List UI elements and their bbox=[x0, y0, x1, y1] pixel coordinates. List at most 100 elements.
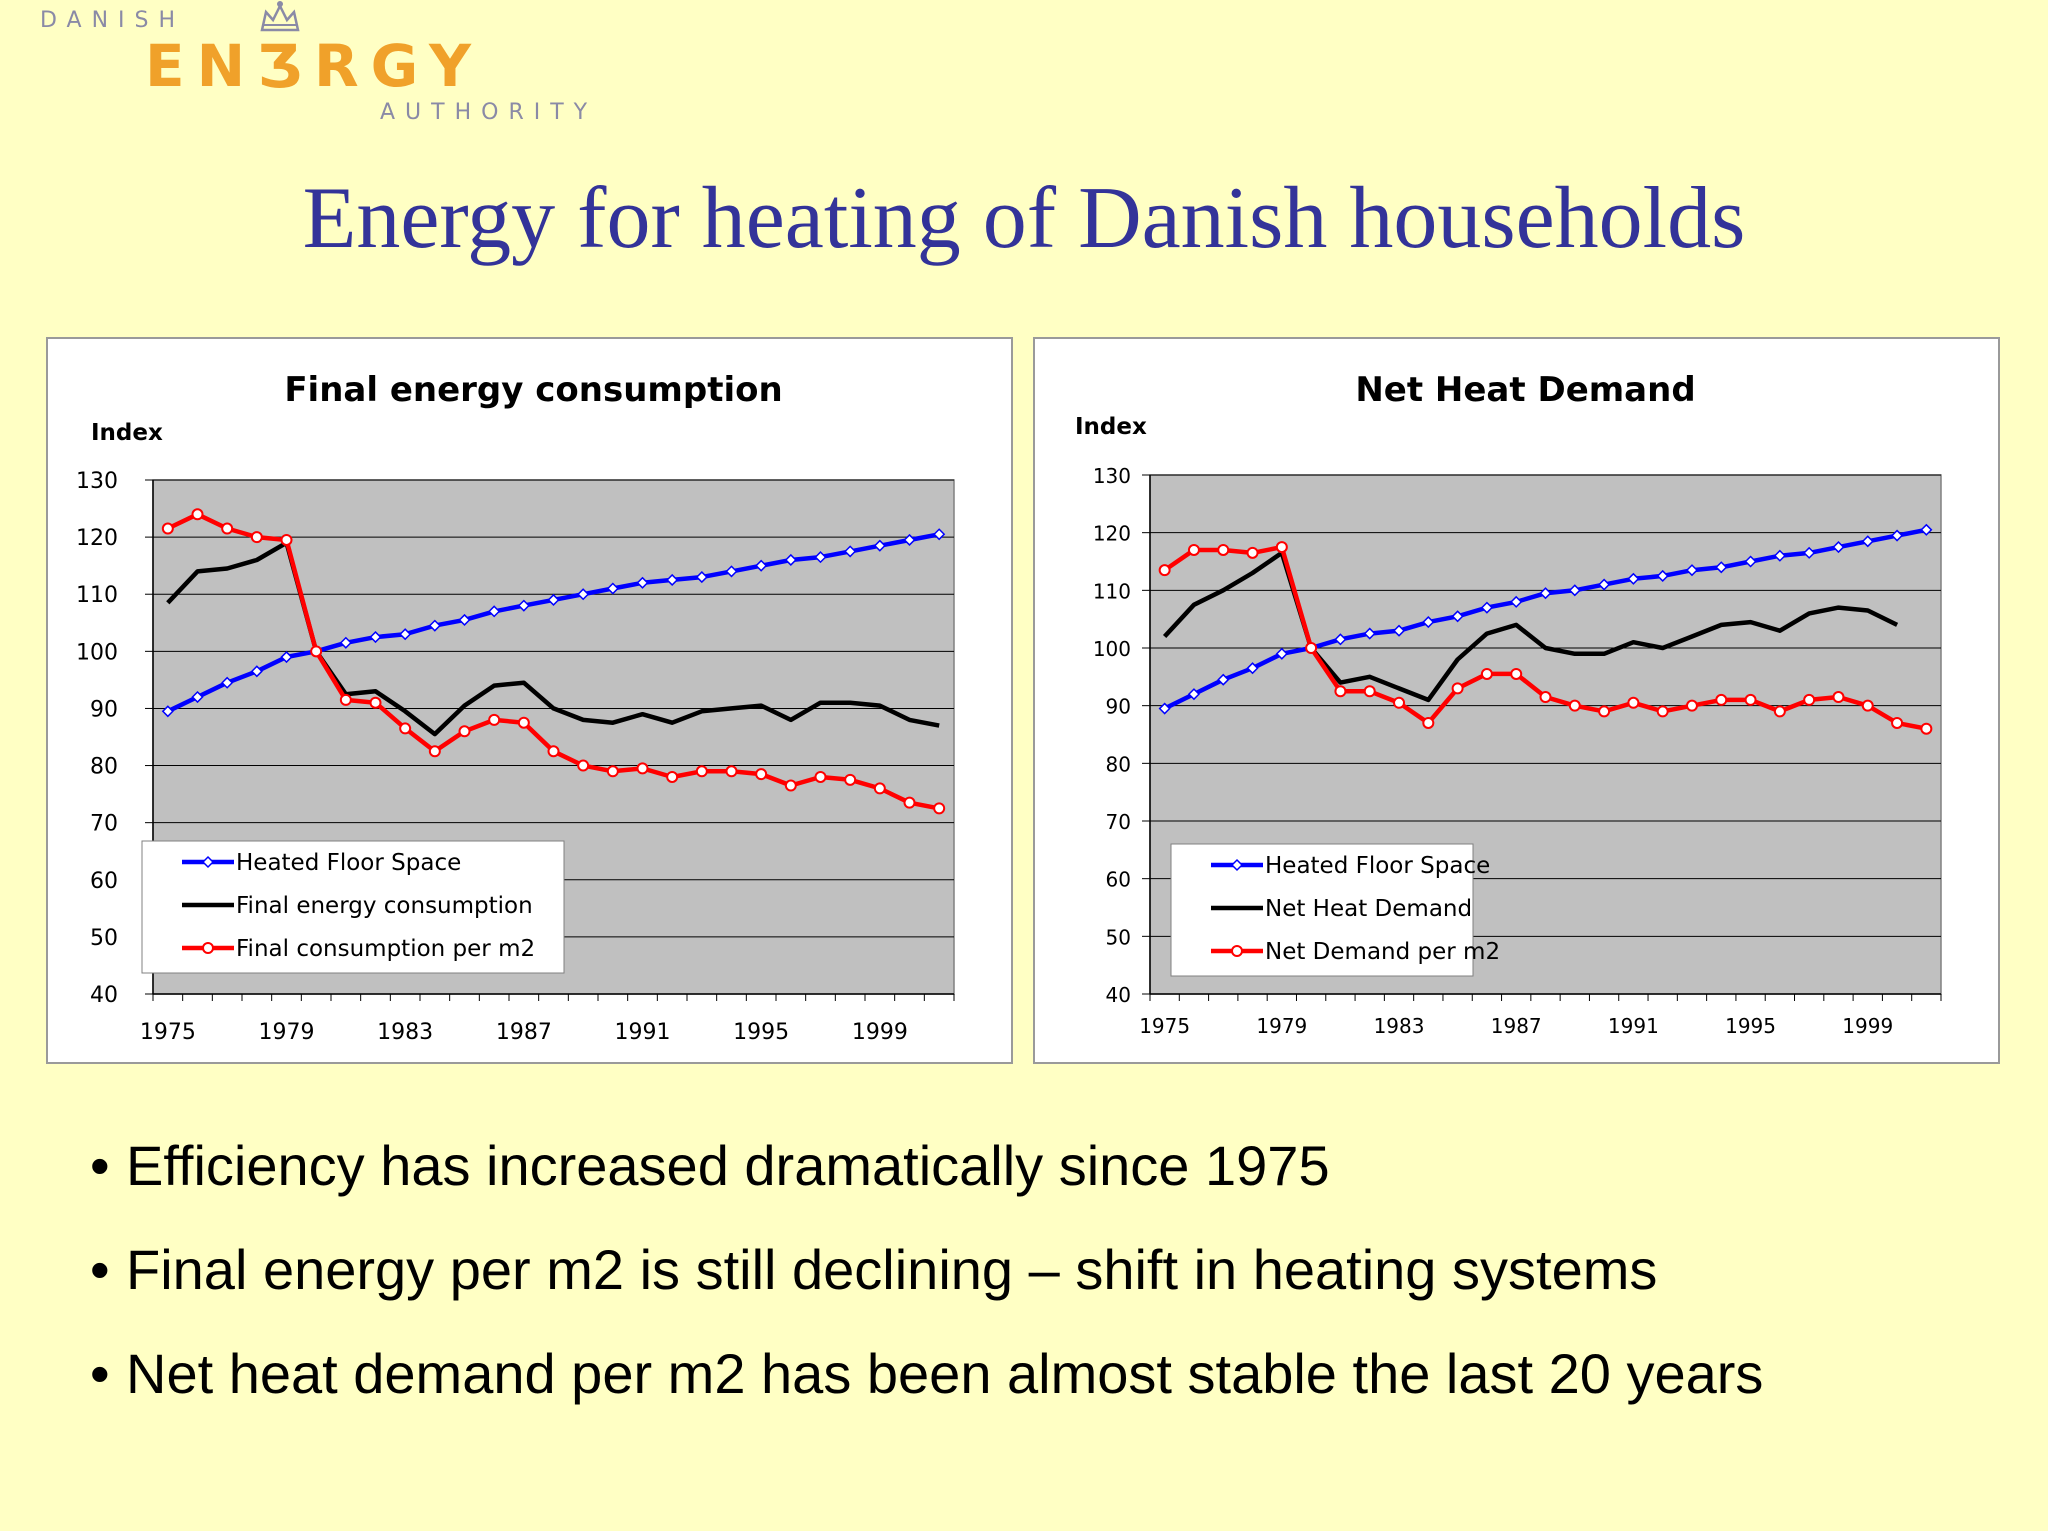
x-tick-label: 1999 bbox=[1842, 1014, 1893, 1038]
data-point-final-consumption-per-m2 bbox=[161, 522, 174, 535]
data-point-net-demand-per-m2 bbox=[1568, 699, 1581, 712]
y-tick-label: 80 bbox=[90, 755, 118, 780]
data-point-final-consumption-per-m2 bbox=[933, 802, 946, 815]
data-point-heated-floor-space bbox=[1685, 564, 1699, 577]
data-point-final-consumption-per-m2 bbox=[399, 722, 412, 735]
data-point-final-consumption-per-m2 bbox=[280, 533, 293, 546]
data-point-final-consumption-per-m2 bbox=[369, 696, 382, 709]
slide-title: Energy for heating of Danish households bbox=[302, 170, 1746, 267]
data-point-net-demand-per-m2 bbox=[1539, 691, 1552, 704]
data-point-heated-floor-space bbox=[933, 528, 946, 541]
data-point-net-demand-per-m2 bbox=[1598, 705, 1611, 718]
data-point-final-consumption-per-m2 bbox=[547, 745, 560, 758]
data-point-final-consumption-per-m2 bbox=[339, 693, 352, 706]
data-point-heated-floor-space bbox=[1334, 633, 1347, 646]
data-point-heated-floor-space bbox=[1275, 647, 1288, 660]
y-tick-label: 110 bbox=[1093, 579, 1131, 603]
chart-final-energy-consumption: Final energy consumption Index 40 50 60 70 80 9… bbox=[46, 337, 1013, 1064]
x-tick-label: 1995 bbox=[1725, 1014, 1776, 1038]
data-point-heated-floor-space bbox=[161, 705, 174, 718]
data-point-final-consumption-per-m2 bbox=[814, 770, 827, 783]
data-point-final-consumption-per-m2 bbox=[844, 773, 857, 786]
legend-label-final-consumption-per-m2: Final consumption per m2 bbox=[236, 936, 535, 962]
data-point-heated-floor-space bbox=[1598, 578, 1611, 591]
y-tick-label: 40 bbox=[90, 983, 118, 1008]
data-point-net-demand-per-m2 bbox=[1393, 696, 1406, 709]
data-point-heated-floor-space bbox=[606, 582, 619, 595]
x-tick-label: 1979 bbox=[1256, 1014, 1307, 1038]
legend-label-net-demand-per-m2: Net Demand per m2 bbox=[1265, 939, 1500, 965]
data-point-heated-floor-space bbox=[1392, 624, 1406, 637]
data-point-heated-floor-space bbox=[577, 588, 590, 601]
data-point-heated-floor-space bbox=[1451, 610, 1464, 623]
data-point-heated-floor-space bbox=[844, 545, 857, 558]
y-tick-label: 60 bbox=[90, 869, 118, 894]
x-tick-label: 1983 bbox=[377, 1020, 433, 1045]
data-point-net-demand-per-m2 bbox=[1422, 716, 1435, 729]
data-point-final-consumption-per-m2 bbox=[517, 716, 530, 729]
chart-svg-net-heat-demand: Net Heat Demand Index 40 50 60 70 80 90 100 110 12… bbox=[1075, 370, 1942, 1038]
y-tick-label: 130 bbox=[1093, 464, 1131, 488]
data-point-final-consumption-per-m2 bbox=[428, 745, 441, 758]
data-point-final-consumption-per-m2 bbox=[873, 782, 886, 795]
x-tick-label: 1983 bbox=[1374, 1014, 1425, 1038]
y-tick-label: 90 bbox=[1106, 695, 1131, 719]
data-point-heated-floor-space bbox=[1832, 541, 1845, 554]
chart-net-heat-demand: Net Heat Demand Index 40 50 60 70 80 90 100 110 12… bbox=[1033, 337, 2000, 1064]
data-point-heated-floor-space bbox=[547, 593, 560, 606]
y-tick-label: 70 bbox=[1106, 810, 1131, 834]
y-axis-label: Index bbox=[1075, 414, 1147, 440]
data-point-heated-floor-space bbox=[1627, 572, 1640, 585]
y-tick-label: 120 bbox=[76, 526, 118, 551]
data-point-heated-floor-space bbox=[488, 605, 501, 618]
chart-svg-final-energy: Final energy consumption Index 40 50 60 70 80 9… bbox=[76, 370, 955, 1045]
data-point-heated-floor-space bbox=[1715, 561, 1728, 574]
bullet-text: Net heat demand per m2 has been almost s… bbox=[126, 1342, 1764, 1405]
data-point-net-demand-per-m2 bbox=[1891, 716, 1904, 729]
y-tick-label: 120 bbox=[1093, 522, 1131, 546]
data-point-net-demand-per-m2 bbox=[1334, 685, 1347, 698]
data-point-heated-floor-space bbox=[1363, 627, 1376, 640]
data-point-heated-floor-space bbox=[873, 539, 886, 552]
bullet-item: • Net heat demand per m2 has been almost … bbox=[90, 1338, 1990, 1442]
data-point-net-demand-per-m2 bbox=[1451, 682, 1464, 695]
data-point-final-consumption-per-m2 bbox=[755, 768, 768, 781]
data-point-heated-floor-space bbox=[1510, 595, 1523, 608]
y-tick-label: 100 bbox=[1093, 637, 1131, 661]
y-tick-label: 110 bbox=[76, 583, 118, 608]
x-tick-label: 1987 bbox=[1491, 1014, 1542, 1038]
data-point-heated-floor-space bbox=[1187, 688, 1201, 701]
legend-label-heated-floor-space: Heated Floor Space bbox=[236, 850, 461, 876]
legend-label-final-energy-consumption: Final energy consumption bbox=[236, 893, 533, 919]
logo: DANISH ENƷRGY AUTHORITY bbox=[30, 0, 670, 140]
data-point-net-demand-per-m2 bbox=[1246, 546, 1259, 559]
data-point-heated-floor-space bbox=[784, 553, 797, 567]
data-point-heated-floor-space bbox=[1217, 673, 1230, 686]
x-tick-label: 1999 bbox=[852, 1020, 908, 1045]
bullet-text: Final energy per m2 is still declining –… bbox=[126, 1238, 1658, 1301]
data-point-heated-floor-space bbox=[903, 533, 916, 547]
data-point-heated-floor-space bbox=[1158, 702, 1171, 715]
data-point-final-consumption-per-m2 bbox=[250, 531, 263, 544]
logo-line-energy: ENƷRGY bbox=[145, 32, 483, 100]
x-tick-label: 1987 bbox=[496, 1020, 552, 1045]
data-point-heated-floor-space bbox=[1803, 546, 1816, 559]
data-point-heated-floor-space bbox=[695, 571, 708, 584]
data-point-net-demand-per-m2 bbox=[1744, 693, 1757, 706]
data-point-net-demand-per-m2 bbox=[1305, 642, 1318, 654]
x-tick-label: 1979 bbox=[259, 1020, 315, 1045]
x-tick-label: 1991 bbox=[615, 1020, 671, 1045]
chart-title: Final energy consumption bbox=[284, 370, 782, 410]
bullet-dot-icon: • bbox=[90, 1238, 110, 1301]
data-point-net-demand-per-m2 bbox=[1773, 705, 1786, 718]
data-point-heated-floor-space bbox=[1744, 555, 1757, 568]
y-tick-label: 50 bbox=[90, 926, 118, 951]
data-point-net-demand-per-m2 bbox=[1656, 705, 1669, 718]
data-point-net-demand-per-m2 bbox=[1861, 699, 1874, 712]
bullet-dot-icon: • bbox=[90, 1134, 110, 1197]
data-point-final-consumption-per-m2 bbox=[784, 779, 797, 792]
y-tick-label: 80 bbox=[1106, 752, 1131, 776]
legend-label-net-heat-demand: Net Heat Demand bbox=[1265, 896, 1472, 922]
data-point-heated-floor-space bbox=[1480, 601, 1493, 614]
data-point-heated-floor-space bbox=[1246, 662, 1259, 675]
